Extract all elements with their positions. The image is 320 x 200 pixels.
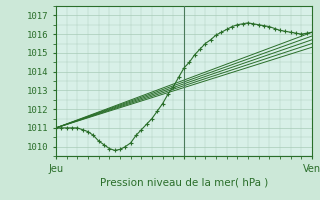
X-axis label: Pression niveau de la mer( hPa ): Pression niveau de la mer( hPa )	[100, 178, 268, 188]
